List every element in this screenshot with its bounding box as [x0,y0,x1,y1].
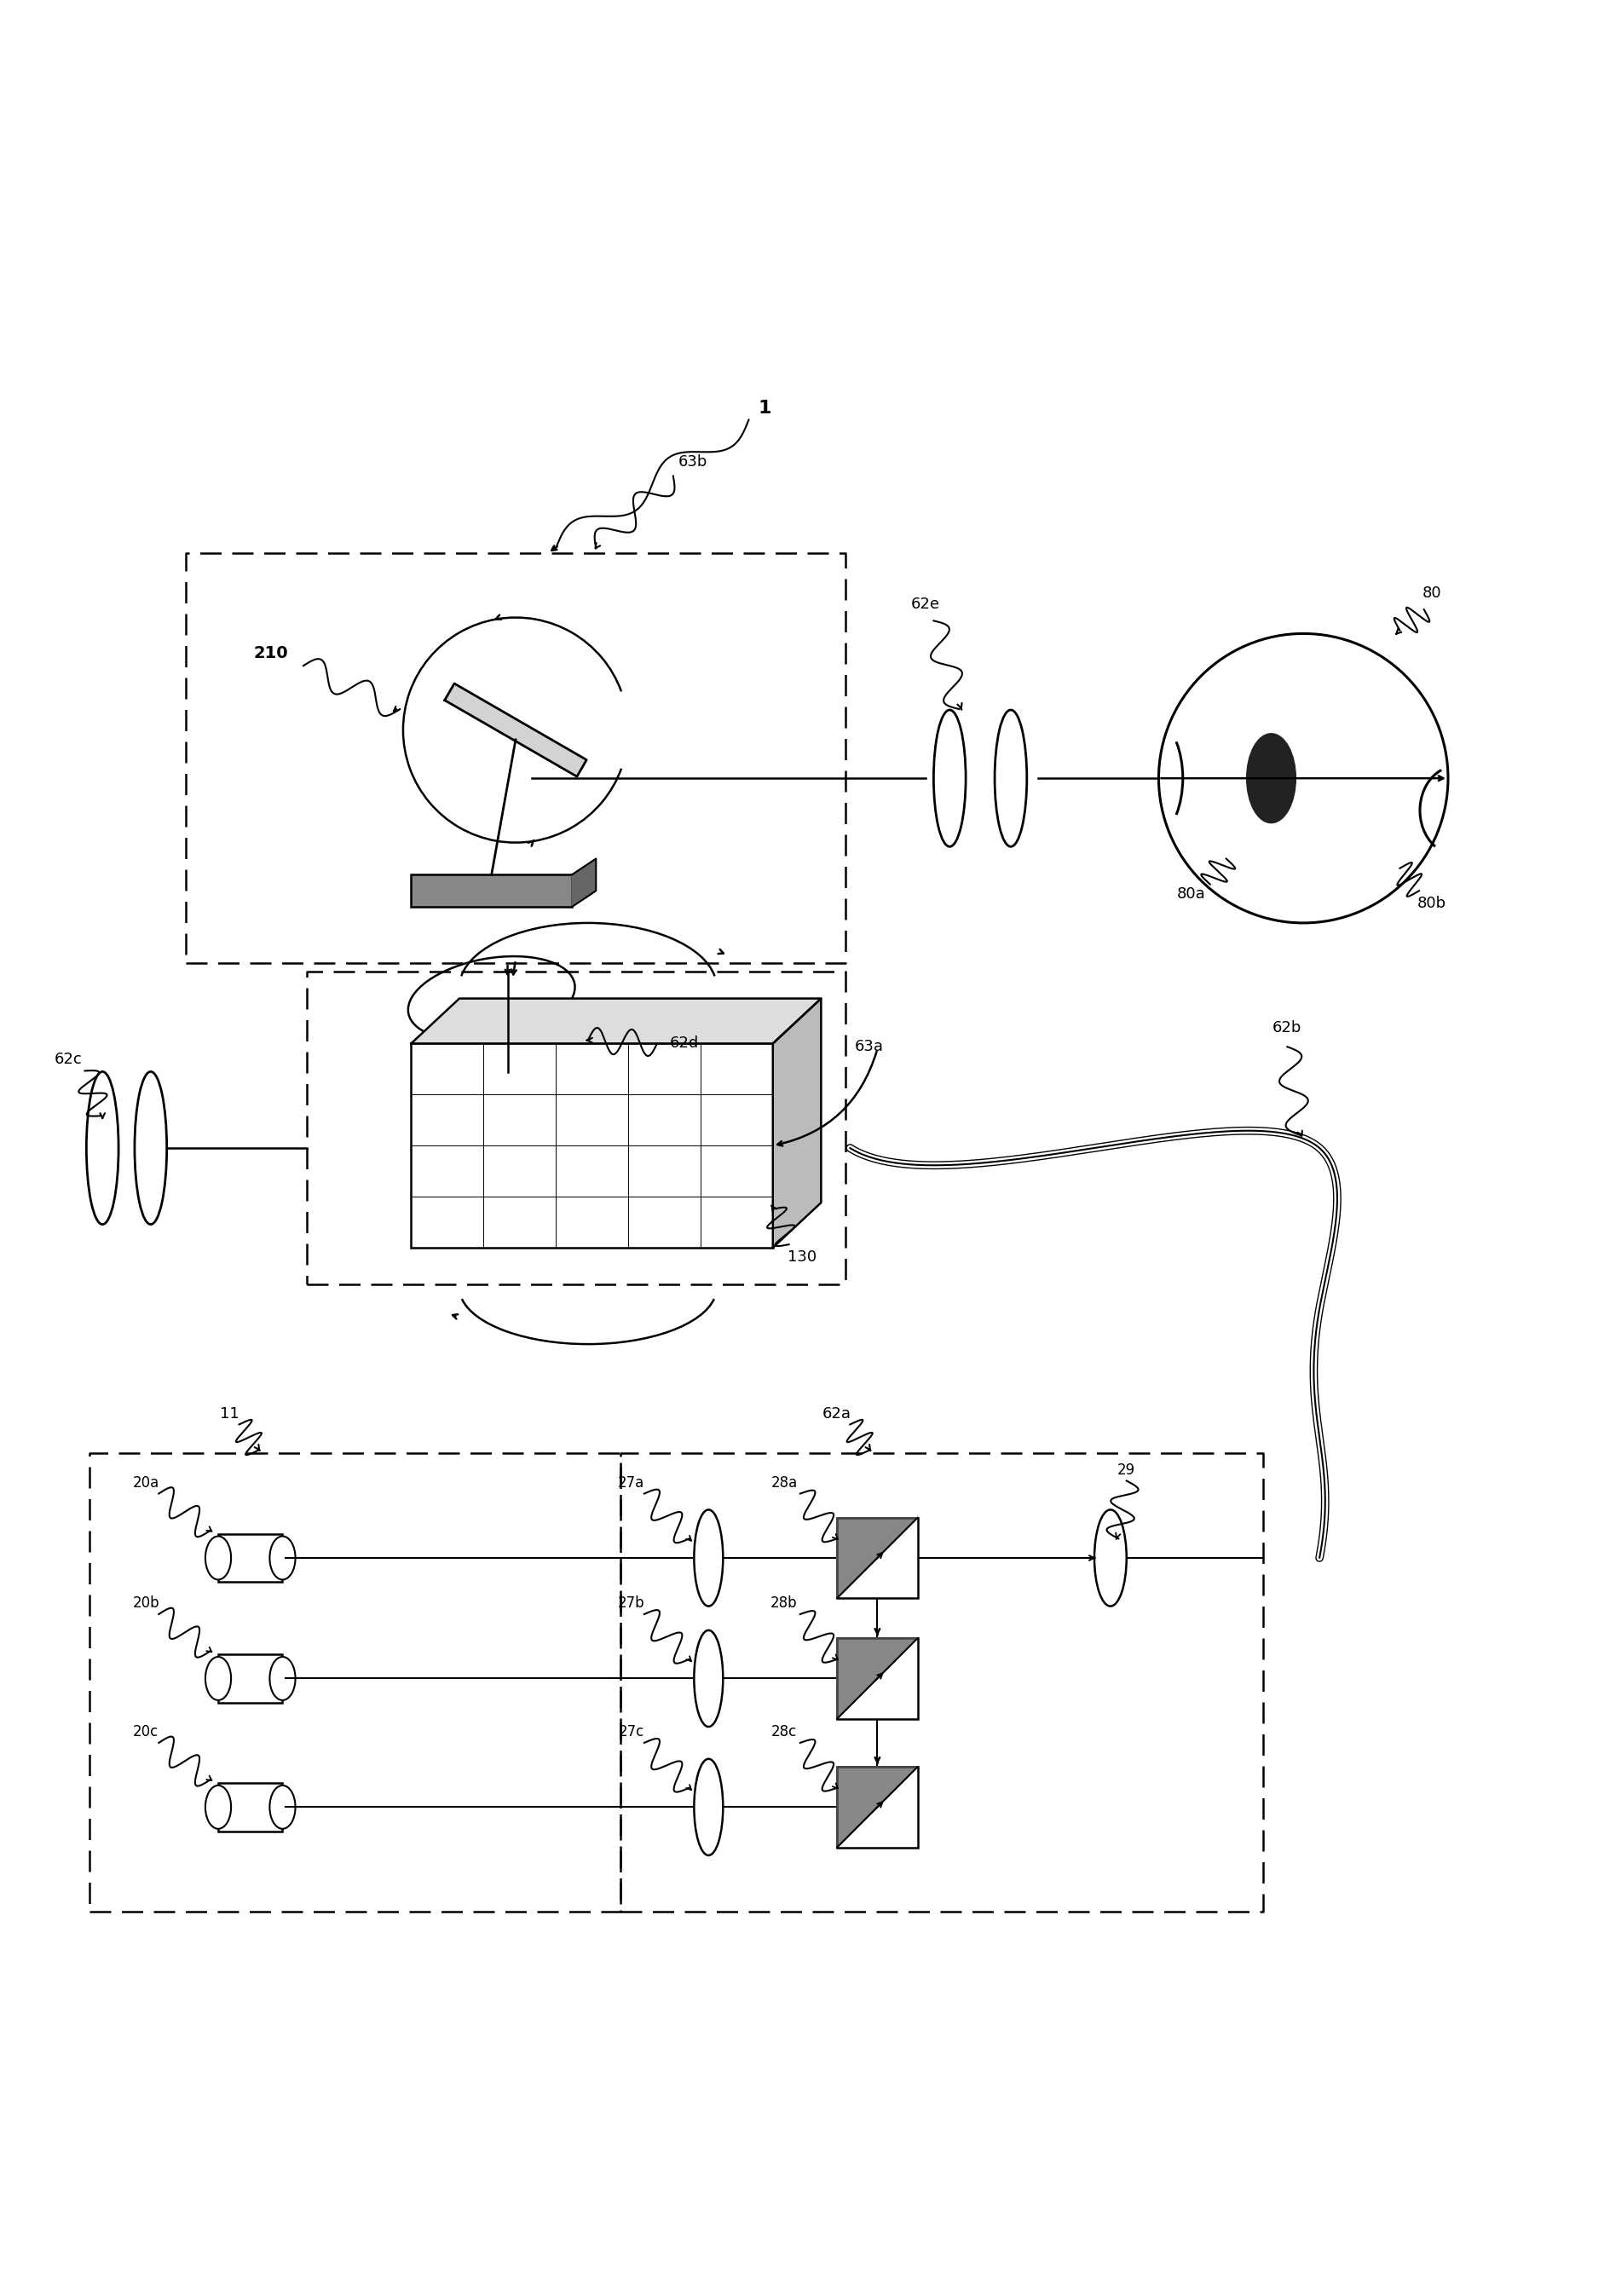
Ellipse shape [995,709,1027,847]
Ellipse shape [206,1658,232,1701]
Text: 11: 11 [221,1405,240,1421]
Polygon shape [411,999,821,1042]
Bar [219,1655,282,1704]
Text: 28a: 28a [771,1474,797,1490]
Ellipse shape [440,1017,607,1102]
Polygon shape [444,684,586,776]
Text: 20c: 20c [134,1724,159,1740]
Ellipse shape [934,709,966,847]
Ellipse shape [206,1786,232,1830]
Ellipse shape [87,1072,119,1224]
Polygon shape [837,1518,918,1598]
Polygon shape [572,859,596,907]
Bar [411,875,572,907]
Text: 28b: 28b [771,1596,797,1612]
Bar [219,1784,282,1832]
Text: 63a: 63a [855,1040,884,1054]
Ellipse shape [269,1786,295,1830]
Ellipse shape [1248,735,1296,822]
Ellipse shape [407,957,575,1040]
Text: 80: 80 [1422,585,1441,602]
Text: 28c: 28c [771,1724,797,1740]
Bar [411,1042,773,1247]
Text: 62b: 62b [1272,1019,1302,1035]
Polygon shape [837,1768,918,1848]
Text: 29: 29 [1117,1463,1135,1479]
Text: 27a: 27a [618,1474,644,1490]
Bar [837,1518,918,1598]
Text: 20b: 20b [132,1596,159,1612]
Text: 27c: 27c [618,1724,644,1740]
Text: 210: 210 [254,645,288,661]
Ellipse shape [269,1536,295,1580]
Text: 62c: 62c [55,1052,82,1068]
Text: 80a: 80a [1177,886,1206,902]
Ellipse shape [269,1658,295,1701]
Text: 27b: 27b [618,1596,646,1612]
Text: 62d: 62d [670,1035,699,1052]
Polygon shape [773,999,821,1247]
Ellipse shape [694,1759,723,1855]
Bar [219,1534,282,1582]
Text: 80b: 80b [1417,895,1446,912]
Text: 20a: 20a [132,1474,159,1490]
Text: 1: 1 [758,400,771,418]
Bar [837,1768,918,1848]
Text: 62e: 62e [911,597,940,613]
Text: 63b: 63b [678,455,707,468]
Ellipse shape [135,1072,167,1224]
Ellipse shape [694,1511,723,1607]
Ellipse shape [694,1630,723,1727]
Polygon shape [837,1639,918,1720]
Text: 130: 130 [787,1249,816,1265]
Text: 62a: 62a [823,1405,852,1421]
Ellipse shape [206,1536,232,1580]
Ellipse shape [1095,1511,1127,1607]
Bar [837,1639,918,1720]
